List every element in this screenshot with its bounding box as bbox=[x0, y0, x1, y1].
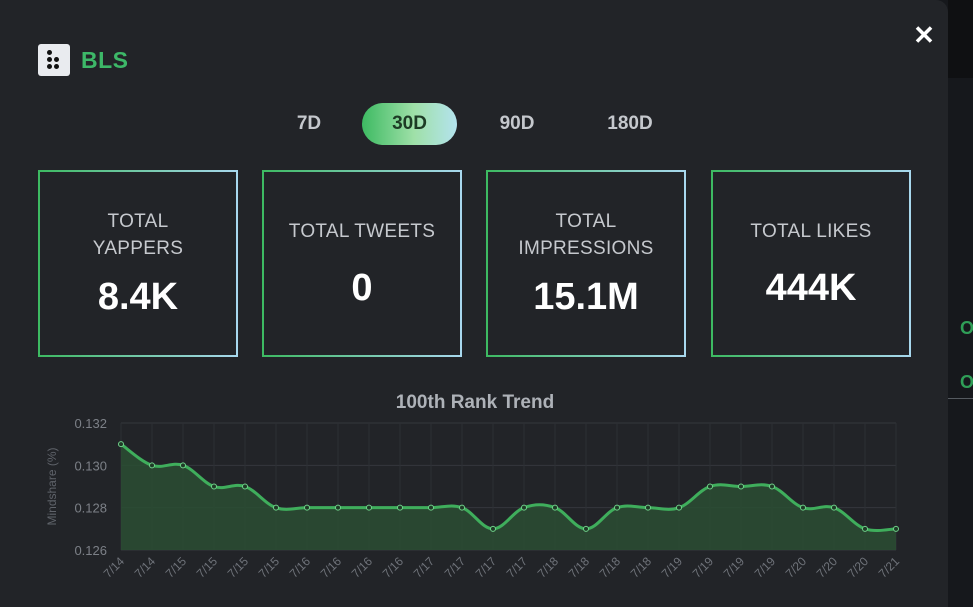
x-tick-label: 7/17 bbox=[411, 554, 438, 581]
stat-card-tweets: TOTAL TWEETS 0 bbox=[262, 170, 462, 357]
x-tick-label: 7/18 bbox=[628, 554, 655, 581]
chart-point bbox=[769, 483, 775, 490]
x-tick-label: 7/19 bbox=[659, 554, 686, 581]
x-tick-label: 7/18 bbox=[597, 554, 624, 581]
chart-point bbox=[676, 504, 682, 511]
x-tick-label: 7/17 bbox=[473, 554, 500, 581]
dots-logo-icon bbox=[38, 44, 70, 76]
chart-point bbox=[118, 441, 124, 448]
tab-90d[interactable]: 90D bbox=[499, 113, 535, 134]
y-tick-label: 0.126 bbox=[74, 543, 107, 558]
x-tick-label: 7/16 bbox=[380, 554, 407, 581]
x-tick-label: 7/16 bbox=[287, 554, 314, 581]
modal-header: BLS bbox=[38, 44, 129, 76]
x-tick-label: 7/16 bbox=[349, 554, 376, 581]
chart-point bbox=[428, 504, 434, 511]
x-tick-label: 7/21 bbox=[876, 554, 903, 581]
x-tick-label: 7/17 bbox=[442, 554, 469, 581]
chart-point bbox=[645, 504, 651, 511]
chart-point bbox=[614, 504, 620, 511]
y-tick-label: 0.128 bbox=[74, 501, 107, 516]
project-stats-modal: BLS ✕ 7D 30D 90D 180D TOTAL YAPPERS 8.4K… bbox=[0, 0, 948, 607]
x-tick-label: 7/15 bbox=[256, 554, 283, 581]
stat-card-likes: TOTAL LIKES 444K bbox=[711, 170, 911, 357]
chart-point bbox=[180, 462, 186, 469]
stat-card-yappers: TOTAL YAPPERS 8.4K bbox=[38, 170, 238, 357]
stat-label: TOTAL LIKES bbox=[750, 220, 872, 242]
chart-point bbox=[149, 462, 155, 469]
close-icon[interactable]: ✕ bbox=[913, 20, 935, 50]
background-strip bbox=[948, 0, 973, 78]
y-tick-label: 0.130 bbox=[74, 458, 107, 473]
chart-point bbox=[304, 504, 310, 511]
x-tick-label: 7/20 bbox=[845, 554, 872, 581]
chart-point bbox=[397, 504, 403, 511]
chart-point bbox=[893, 525, 899, 532]
background-text: O bbox=[960, 372, 973, 392]
project-name: BLS bbox=[81, 46, 129, 73]
chart-point bbox=[552, 504, 558, 511]
x-tick-label: 7/18 bbox=[535, 554, 562, 581]
chart-point bbox=[242, 483, 248, 490]
chart-point bbox=[273, 504, 279, 511]
y-axis-label: Mindshare (%) bbox=[45, 447, 59, 525]
chart-point bbox=[862, 525, 868, 532]
x-tick-label: 7/15 bbox=[163, 554, 190, 581]
stat-value: 0 bbox=[351, 266, 373, 309]
x-tick-label: 7/19 bbox=[752, 554, 779, 581]
chart-point bbox=[459, 504, 465, 511]
background-divider bbox=[948, 398, 973, 399]
x-tick-label: 7/15 bbox=[225, 554, 252, 581]
chart-point bbox=[800, 504, 806, 511]
x-tick-label: 7/18 bbox=[566, 554, 593, 581]
stat-card-impressions: TOTAL IMPRESSIONS 15.1M bbox=[486, 170, 686, 357]
stat-label: TOTAL IMPRESSIONS bbox=[518, 211, 654, 259]
chart-title: 100th Rank Trend bbox=[395, 392, 555, 413]
chart-point bbox=[831, 504, 837, 511]
tab-30d[interactable]: 30D bbox=[362, 103, 457, 145]
x-tick-label: 7/15 bbox=[194, 554, 221, 581]
x-tick-label: 7/19 bbox=[690, 554, 717, 581]
stat-label: TOTAL TWEETS bbox=[288, 220, 436, 242]
y-tick-label: 0.132 bbox=[74, 416, 107, 431]
x-tick-label: 7/16 bbox=[318, 554, 345, 581]
chart-area-fill bbox=[121, 444, 896, 550]
stat-value: 15.1M bbox=[533, 276, 639, 318]
chart-point bbox=[366, 504, 372, 511]
range-tabs: 7D 30D 90D 180D bbox=[0, 103, 948, 145]
chart-point bbox=[490, 525, 496, 532]
tab-7d[interactable]: 7D bbox=[296, 113, 322, 134]
chart-point bbox=[583, 525, 589, 532]
chart-point bbox=[335, 504, 341, 511]
x-tick-label: 7/19 bbox=[721, 554, 748, 581]
stat-value: 444K bbox=[765, 266, 857, 309]
x-tick-label: 7/17 bbox=[504, 554, 531, 581]
stat-label: TOTAL YAPPERS bbox=[92, 211, 184, 259]
chart-point bbox=[738, 483, 744, 490]
chart-point bbox=[521, 504, 527, 511]
chart-point bbox=[707, 483, 713, 490]
chart-point bbox=[211, 483, 217, 490]
tab-180d[interactable]: 180D bbox=[607, 113, 653, 134]
x-tick-label: 7/20 bbox=[814, 554, 841, 581]
x-tick-label: 7/14 bbox=[132, 554, 159, 581]
x-tick-label: 7/20 bbox=[783, 554, 810, 581]
background-text: O bbox=[960, 318, 973, 338]
stat-value: 8.4K bbox=[97, 276, 179, 318]
